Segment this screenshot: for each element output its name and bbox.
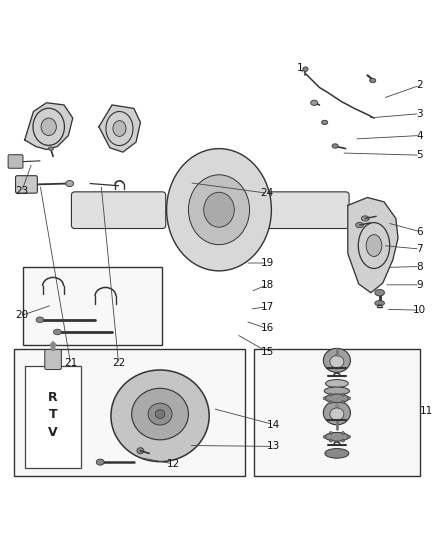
Text: 20: 20 — [15, 310, 28, 320]
Text: 18: 18 — [261, 280, 274, 290]
Ellipse shape — [330, 356, 344, 368]
Bar — [25, 366, 81, 468]
Ellipse shape — [113, 120, 126, 136]
Ellipse shape — [356, 222, 364, 228]
Text: R: R — [48, 391, 58, 404]
Polygon shape — [348, 198, 398, 293]
Ellipse shape — [342, 401, 345, 403]
Ellipse shape — [342, 393, 345, 396]
Text: 5: 5 — [417, 150, 423, 160]
Ellipse shape — [329, 393, 332, 396]
Ellipse shape — [325, 449, 349, 458]
Ellipse shape — [321, 120, 328, 125]
Ellipse shape — [329, 439, 332, 442]
FancyBboxPatch shape — [71, 192, 166, 229]
Ellipse shape — [375, 301, 385, 306]
Text: 15: 15 — [261, 346, 274, 357]
Polygon shape — [25, 103, 73, 149]
Text: 24: 24 — [261, 188, 274, 198]
Ellipse shape — [155, 410, 165, 418]
Text: 6: 6 — [417, 227, 423, 237]
Ellipse shape — [166, 149, 272, 271]
FancyBboxPatch shape — [259, 192, 349, 229]
Ellipse shape — [323, 401, 350, 425]
Text: 3: 3 — [417, 109, 423, 119]
Text: 23: 23 — [15, 187, 28, 196]
Bar — [22, 266, 162, 345]
Ellipse shape — [325, 432, 349, 441]
Ellipse shape — [323, 349, 350, 373]
Text: 21: 21 — [64, 358, 77, 368]
Ellipse shape — [342, 432, 345, 434]
Text: 13: 13 — [267, 441, 280, 451]
Ellipse shape — [66, 181, 74, 187]
Ellipse shape — [375, 289, 385, 296]
Ellipse shape — [370, 78, 376, 83]
Text: T: T — [49, 408, 57, 422]
Ellipse shape — [348, 435, 351, 438]
Ellipse shape — [137, 448, 144, 454]
Text: 1: 1 — [297, 63, 303, 73]
Ellipse shape — [329, 432, 332, 434]
Bar — [254, 350, 420, 476]
Ellipse shape — [204, 192, 234, 227]
Text: 12: 12 — [166, 459, 180, 469]
Text: 19: 19 — [261, 258, 274, 268]
FancyBboxPatch shape — [8, 155, 23, 168]
Text: 7: 7 — [417, 244, 423, 254]
Ellipse shape — [332, 144, 338, 148]
Ellipse shape — [366, 235, 382, 256]
FancyBboxPatch shape — [45, 350, 61, 369]
Ellipse shape — [132, 389, 188, 440]
Text: 4: 4 — [417, 131, 423, 141]
FancyArrow shape — [50, 342, 57, 350]
Text: 22: 22 — [112, 358, 125, 368]
Text: 9: 9 — [417, 280, 423, 290]
Text: 14: 14 — [267, 419, 280, 430]
FancyBboxPatch shape — [15, 176, 37, 193]
Ellipse shape — [53, 329, 61, 335]
Ellipse shape — [303, 67, 308, 71]
Ellipse shape — [41, 118, 57, 135]
Text: 10: 10 — [413, 305, 427, 315]
Ellipse shape — [330, 408, 344, 420]
Bar — [14, 350, 245, 476]
Ellipse shape — [323, 435, 326, 438]
Text: 11: 11 — [420, 406, 433, 416]
Ellipse shape — [325, 394, 349, 403]
Ellipse shape — [329, 401, 332, 403]
Text: 2: 2 — [417, 80, 423, 90]
Text: 16: 16 — [261, 324, 274, 334]
Ellipse shape — [361, 216, 369, 221]
Ellipse shape — [96, 459, 104, 465]
Ellipse shape — [348, 397, 351, 400]
Ellipse shape — [36, 317, 44, 322]
Text: V: V — [48, 426, 58, 439]
Ellipse shape — [188, 175, 250, 245]
Text: 17: 17 — [261, 302, 274, 312]
Ellipse shape — [342, 439, 345, 442]
Ellipse shape — [325, 379, 348, 387]
Ellipse shape — [311, 100, 318, 106]
Ellipse shape — [148, 403, 172, 425]
Ellipse shape — [48, 147, 53, 150]
Ellipse shape — [323, 397, 326, 400]
Ellipse shape — [111, 370, 209, 462]
Polygon shape — [99, 105, 141, 152]
Ellipse shape — [324, 387, 350, 395]
Text: 8: 8 — [417, 262, 423, 271]
